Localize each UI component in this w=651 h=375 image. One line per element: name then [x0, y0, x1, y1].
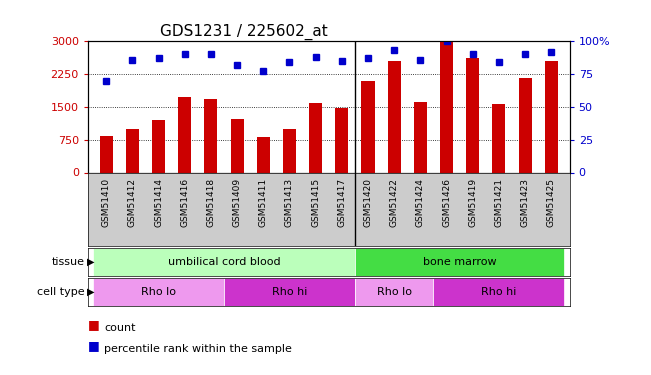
Bar: [355, 278, 434, 306]
Text: GSM51425: GSM51425: [547, 178, 556, 227]
Text: GSM51423: GSM51423: [521, 178, 530, 227]
Bar: [152, 120, 165, 172]
Text: GSM51410: GSM51410: [102, 178, 111, 228]
Text: ■: ■: [88, 318, 104, 331]
Bar: [387, 61, 401, 172]
Text: ■: ■: [88, 339, 104, 352]
Bar: [230, 118, 243, 172]
Text: GSM51417: GSM51417: [337, 178, 346, 228]
Bar: [256, 136, 270, 172]
Bar: [93, 278, 224, 306]
Bar: [361, 81, 374, 172]
Bar: [283, 129, 296, 172]
Text: bone marrow: bone marrow: [423, 256, 497, 267]
Text: Rho hi: Rho hi: [481, 286, 517, 297]
Bar: [440, 41, 453, 172]
Bar: [178, 97, 191, 172]
Text: GSM51415: GSM51415: [311, 178, 320, 228]
Bar: [434, 278, 564, 306]
Bar: [466, 58, 479, 172]
Bar: [492, 104, 505, 172]
Bar: [414, 102, 427, 172]
Text: tissue: tissue: [51, 256, 85, 267]
Text: Rho lo: Rho lo: [141, 286, 176, 297]
Bar: [335, 108, 348, 172]
Text: GSM51412: GSM51412: [128, 178, 137, 227]
Text: ▶: ▶: [87, 256, 95, 267]
Text: GSM51416: GSM51416: [180, 178, 189, 228]
Bar: [224, 278, 355, 306]
Text: GSM51419: GSM51419: [468, 178, 477, 228]
Text: Rho lo: Rho lo: [377, 286, 411, 297]
Bar: [309, 104, 322, 172]
Text: GSM51413: GSM51413: [285, 178, 294, 228]
Text: GSM51420: GSM51420: [363, 178, 372, 227]
Text: GSM51418: GSM51418: [206, 178, 215, 228]
Text: GSM51424: GSM51424: [416, 178, 425, 227]
Text: GSM51414: GSM51414: [154, 178, 163, 227]
Text: GDS1231 / 225602_at: GDS1231 / 225602_at: [160, 24, 328, 40]
Text: GSM51422: GSM51422: [390, 178, 398, 227]
Text: count: count: [104, 323, 135, 333]
Text: GSM51409: GSM51409: [232, 178, 242, 228]
Bar: [93, 248, 355, 276]
Text: cell type: cell type: [37, 286, 85, 297]
Text: umbilical cord blood: umbilical cord blood: [168, 256, 281, 267]
Text: Rho hi: Rho hi: [272, 286, 307, 297]
Bar: [519, 78, 532, 172]
Text: GSM51421: GSM51421: [495, 178, 503, 227]
Text: ▶: ▶: [87, 286, 95, 297]
Bar: [126, 129, 139, 172]
Bar: [100, 136, 113, 172]
Bar: [204, 99, 217, 172]
Bar: [545, 60, 558, 172]
Text: GSM51426: GSM51426: [442, 178, 451, 227]
Text: percentile rank within the sample: percentile rank within the sample: [104, 344, 292, 354]
Text: GSM51411: GSM51411: [259, 178, 268, 228]
Bar: [355, 248, 564, 276]
